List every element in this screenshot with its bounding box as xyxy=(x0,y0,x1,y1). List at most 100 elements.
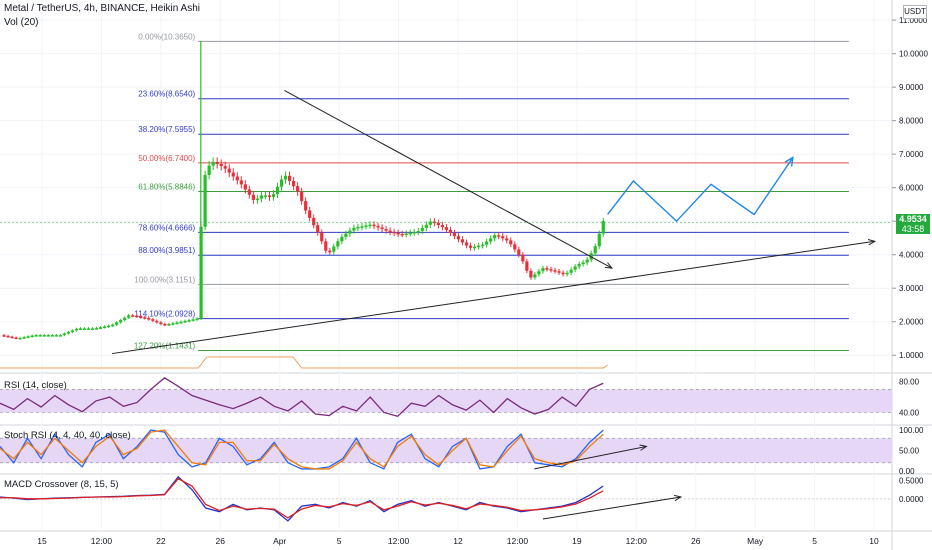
trendline-arrowhead xyxy=(867,239,877,246)
candle-body xyxy=(529,270,533,278)
candle-body xyxy=(42,335,46,337)
candle-body xyxy=(179,321,183,324)
candle-body xyxy=(388,230,392,233)
candle-body xyxy=(360,226,364,228)
indicator-y-tick: 40.00 xyxy=(899,408,920,417)
candle-body xyxy=(46,335,50,337)
candle-body xyxy=(581,262,585,265)
candle-body xyxy=(501,236,505,239)
candle-body xyxy=(593,246,597,254)
indicator-y-tick: 100.00 xyxy=(899,426,924,435)
candle-body xyxy=(195,318,199,321)
candle-body xyxy=(74,328,79,331)
candle-body xyxy=(561,272,565,275)
candle-body xyxy=(223,166,227,169)
candle-body xyxy=(456,236,461,240)
fib-level-label: 100.00%(3.1151) xyxy=(134,275,195,284)
candle-body xyxy=(485,241,489,245)
candle-body xyxy=(219,163,223,167)
candle-body xyxy=(275,186,280,195)
indicator-arrowhead xyxy=(673,494,683,502)
trendline xyxy=(284,90,613,269)
candle-body xyxy=(545,268,549,270)
indicator-trend-arrow xyxy=(534,445,647,470)
candle-body xyxy=(22,337,26,339)
y-tick-label: 1.0000 xyxy=(899,351,924,360)
candle-body xyxy=(505,238,509,241)
candle-body xyxy=(396,232,400,235)
candle-body xyxy=(14,337,18,339)
candle-body xyxy=(255,198,260,201)
candle-body xyxy=(90,328,95,330)
candle-body xyxy=(380,227,384,230)
candle-body xyxy=(460,239,465,243)
projection-arrowhead xyxy=(784,156,794,167)
y-tick-label: 2.0000 xyxy=(899,318,924,327)
candle-body xyxy=(171,323,175,325)
candle-body xyxy=(127,315,131,318)
x-tick-label: 12:00 xyxy=(388,536,410,546)
candle-body xyxy=(428,221,432,225)
candle-body xyxy=(211,161,215,166)
candle-body xyxy=(183,320,187,323)
y-tick-label: 4.0000 xyxy=(899,251,924,260)
indicator-y-tick: 0.0000 xyxy=(899,495,924,504)
candle-body xyxy=(62,333,66,336)
candle-body xyxy=(324,241,328,251)
candle-body xyxy=(291,180,296,187)
fib-level-label: 114.10%(2.0928) xyxy=(134,310,195,319)
x-tick-label: 22 xyxy=(156,536,166,546)
candle-body xyxy=(332,246,336,252)
candle-body xyxy=(300,191,304,202)
projection-path xyxy=(607,157,794,223)
candle-body xyxy=(489,238,493,242)
indicator-y-tick: 0.5000 xyxy=(899,477,924,486)
fib-level-label: 61.80%(5.8846) xyxy=(138,183,195,192)
candle-body xyxy=(10,336,14,339)
candle-body xyxy=(513,244,517,250)
rsi-label: RSI (14, close) xyxy=(4,380,67,391)
x-tick-label: 10 xyxy=(869,536,879,546)
x-tick-label: 12:00 xyxy=(626,536,648,546)
candle-body xyxy=(468,245,473,248)
candle-body xyxy=(308,210,312,218)
candle-body xyxy=(163,323,167,326)
x-tick-label: 26 xyxy=(216,536,226,546)
currency-button[interactable]: USDT xyxy=(903,5,927,19)
candle-body xyxy=(348,230,352,234)
fib-level-label: 88.00%(3.9851) xyxy=(138,246,195,255)
candle-body xyxy=(50,335,54,337)
candle-body xyxy=(70,330,74,333)
candle-body xyxy=(143,317,147,319)
fib-level-label: 23.60%(8.6540) xyxy=(138,90,195,99)
candle-body xyxy=(525,261,529,271)
trendline xyxy=(111,240,875,355)
candle-body xyxy=(263,195,268,197)
candle-body xyxy=(231,172,235,177)
candle-body xyxy=(372,224,376,227)
candle-body xyxy=(58,335,62,337)
candle-body xyxy=(336,241,340,247)
candle-body xyxy=(424,224,428,228)
macd-label: MACD Crossover (8, 15, 5) xyxy=(4,479,119,490)
candle-body xyxy=(412,231,416,234)
candle-body xyxy=(30,335,34,338)
candle-body xyxy=(408,232,412,235)
candle-body xyxy=(585,259,589,263)
candle-body xyxy=(94,328,99,330)
candle-body xyxy=(147,318,151,320)
candle-body xyxy=(259,195,264,199)
candle-body xyxy=(352,227,356,231)
x-tick-label: 12 xyxy=(453,536,463,546)
chart-title: Metal / TetherUS, 4h, BINANCE, Heikin As… xyxy=(4,3,201,14)
candle-body xyxy=(340,236,344,242)
candle-body xyxy=(251,194,255,200)
candle-body xyxy=(304,201,308,211)
candle-body xyxy=(416,231,420,233)
candle-body xyxy=(151,319,155,321)
candle-body xyxy=(115,322,119,325)
indicator-y-tick: 0.00 xyxy=(899,467,915,476)
candle-body xyxy=(191,319,195,321)
candle-body xyxy=(167,324,171,326)
